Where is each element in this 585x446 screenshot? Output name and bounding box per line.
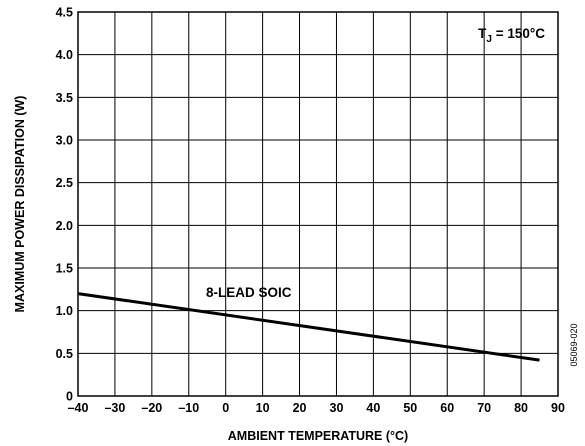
series-line-8-lead-soic bbox=[77, 292, 540, 362]
x-tick-label: 60 bbox=[440, 401, 454, 415]
x-tick-label: 70 bbox=[477, 401, 491, 415]
x-tick-label: –30 bbox=[104, 401, 125, 415]
y-tick-label: 0.5 bbox=[56, 347, 73, 361]
x-tick-label: 0 bbox=[222, 401, 229, 415]
x-tick-label: 80 bbox=[514, 401, 528, 415]
tj-symbol: T bbox=[478, 26, 487, 41]
x-tick-label: –20 bbox=[141, 401, 162, 415]
x-tick-label: 30 bbox=[330, 401, 344, 415]
y-tick-label: 0 bbox=[66, 390, 73, 404]
tj-value: = 150°C bbox=[492, 26, 545, 41]
y-axis-label: MAXIMUM POWER DISSIPATION (W) bbox=[13, 96, 27, 313]
x-axis-label: AMBIENT TEMPERATURE (°C) bbox=[228, 429, 408, 443]
y-tick-label: 4.5 bbox=[56, 6, 73, 20]
x-tick-label: 50 bbox=[403, 401, 417, 415]
plot-frame bbox=[77, 11, 559, 397]
y-tick-label: 4.0 bbox=[56, 48, 73, 62]
grid-lines bbox=[78, 12, 558, 396]
y-tick-label: 1.5 bbox=[56, 262, 73, 276]
y-tick-label: 2.0 bbox=[56, 219, 73, 233]
x-tick-label: 40 bbox=[366, 401, 380, 415]
y-tick-labels: 0 0.5 1.0 1.5 2.0 2.5 3.0 3.5 4.0 4.5 bbox=[56, 6, 73, 404]
x-tick-label: –40 bbox=[68, 401, 89, 415]
junction-temperature-annotation: TJ = 150°C bbox=[478, 26, 545, 45]
y-tick-label: 3.0 bbox=[56, 134, 73, 148]
tj-subscript: J bbox=[486, 34, 492, 45]
x-tick-label: –10 bbox=[178, 401, 199, 415]
x-tick-labels: –40 –30 –20 –10 0 10 20 30 40 50 60 70 80 90 bbox=[68, 401, 565, 415]
x-tick-label: 90 bbox=[551, 401, 565, 415]
x-tick-label: 10 bbox=[256, 401, 270, 415]
series-label-8-lead-soic: 8-LEAD SOIC bbox=[206, 285, 292, 300]
y-tick-label: 1.0 bbox=[56, 304, 73, 318]
figure-id: 05069-020 bbox=[569, 323, 579, 366]
series-group bbox=[77, 292, 540, 362]
x-tick-label: 20 bbox=[293, 401, 307, 415]
y-tick-label: 3.5 bbox=[56, 91, 73, 105]
y-tick-label: 2.5 bbox=[56, 176, 73, 190]
